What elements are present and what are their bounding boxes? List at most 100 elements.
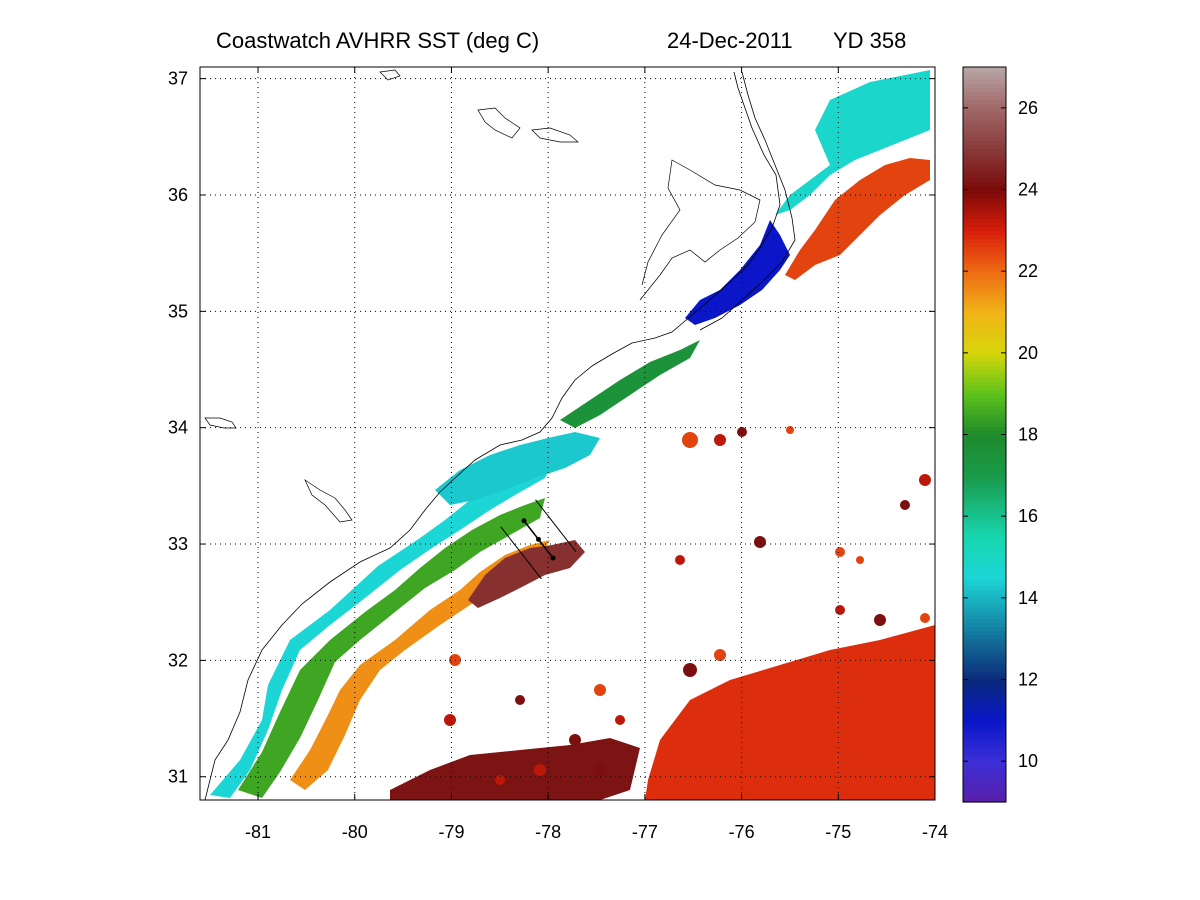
colorbar-slice [963, 606, 1006, 611]
colorbar-slice [963, 152, 1006, 158]
colorbar-slice [963, 287, 1006, 293]
colorbar-slice [963, 373, 1006, 378]
colorbar-slice [963, 446, 1006, 452]
colorbar-slice [963, 659, 1006, 664]
colorbar-slice [963, 401, 1006, 407]
colorbar-slice [963, 557, 1006, 562]
colorbar-slice [963, 520, 1006, 525]
map-title: Coastwatch AVHRR SST (deg C) 24-Dec-2011… [200, 28, 935, 58]
colorbar-slice [963, 234, 1006, 240]
colorbar-slice [963, 585, 1006, 591]
colorbar-slice [963, 87, 1006, 93]
transect-bound [535, 499, 577, 553]
colorbar-slice [963, 132, 1006, 138]
colorbar-slice [963, 634, 1006, 640]
xtick-label: -78 [535, 822, 561, 842]
colorbar-slice [963, 683, 1006, 689]
sst-region-onslow-bay [435, 432, 600, 505]
colorbar-slice [963, 765, 1006, 770]
colorbar-slice [963, 344, 1006, 350]
colorbar-slice [963, 405, 1006, 411]
longitude-ticks: -81 -80 -79 -78 -77 -76 -75 -74 [245, 67, 948, 842]
transect [500, 499, 577, 580]
colorbar-slice [963, 254, 1006, 260]
colorbar-slice [963, 169, 1006, 174]
sst-region-nearshore-ga-sc [210, 450, 560, 798]
colorbar-slice [963, 148, 1006, 154]
sst-patch [786, 426, 794, 434]
colorbar-label: 16 [1018, 506, 1038, 526]
colorbar-slice [963, 675, 1006, 681]
colorbar-slice [963, 793, 1006, 799]
colorbar-slice [963, 757, 1006, 762]
colorbar-slice [963, 201, 1006, 207]
xtick-label: -80 [342, 822, 368, 842]
sst-region-gulf-stream-hatteras [785, 158, 930, 280]
colorbar-slice [963, 107, 1006, 113]
colorbar-slice [963, 736, 1006, 742]
colorbar-slice [963, 487, 1006, 493]
colorbar-slice [963, 389, 1006, 395]
colorbar-slice [963, 732, 1006, 738]
colorbar-slice [963, 263, 1006, 268]
colorbar-slice [963, 552, 1006, 558]
colorbar-slice [963, 140, 1006, 146]
colorbar-label: 24 [1018, 180, 1038, 200]
xtick-label: -77 [632, 822, 658, 842]
colorbar-label: 10 [1018, 751, 1038, 771]
colorbar-slice [963, 193, 1006, 199]
inland-lake [379, 69, 401, 81]
colorbar-slice [963, 307, 1006, 313]
colorbar-slice [963, 728, 1006, 734]
sst-patch [835, 605, 845, 615]
colorbar-slice [963, 336, 1006, 342]
colorbar-slice [963, 124, 1006, 129]
colorbar-slice [963, 197, 1006, 203]
colorbar-slice [963, 393, 1006, 399]
colorbar-slice [963, 283, 1006, 289]
colorbar-slice [963, 753, 1006, 758]
colorbar-slice [963, 352, 1006, 358]
colorbar-slice [963, 242, 1006, 248]
transect-station [550, 555, 556, 561]
colorbar-slice [963, 410, 1006, 415]
colorbar-slice [963, 258, 1006, 264]
colorbar-slice [963, 471, 1006, 476]
colorbar-slice [963, 561, 1006, 566]
colorbar-slice [963, 95, 1006, 101]
colorbar-slice [963, 385, 1006, 391]
sst-patch [919, 474, 931, 486]
sst-patch [754, 536, 766, 548]
colorbar-slice [963, 238, 1006, 244]
transect-station [521, 518, 527, 524]
colorbar-slice [963, 638, 1006, 644]
sst-patch [714, 434, 726, 446]
sst-patch [874, 614, 886, 626]
colorbar-slice [963, 369, 1006, 374]
colorbar-slice [963, 91, 1006, 97]
colorbar-slice [963, 495, 1006, 501]
colorbar-slice [963, 67, 1006, 72]
colorbar-slice [963, 773, 1006, 779]
colorbar-slice [963, 214, 1006, 219]
ytick-label: 31 [168, 767, 188, 787]
colorbar-slice [963, 381, 1006, 387]
ytick-label: 35 [168, 301, 188, 321]
sst-patch [444, 714, 456, 726]
colorbar-slice [963, 646, 1006, 652]
colorbar-slice [963, 626, 1006, 632]
colorbar-slice [963, 414, 1006, 419]
colorbar-slice [963, 540, 1006, 546]
colorbar-slice [963, 291, 1006, 297]
colorbar-slice [963, 704, 1006, 709]
colorbar-slice [963, 165, 1006, 170]
colorbar-slice [963, 565, 1006, 570]
colorbar-slice [963, 544, 1006, 550]
colorbar-slice [963, 744, 1006, 750]
colorbar-slice [963, 761, 1006, 766]
colorbar-slice [963, 724, 1006, 730]
colorbar-slice [963, 422, 1006, 427]
colorbar-slice [963, 716, 1006, 721]
colorbar-label: 14 [1018, 588, 1038, 608]
colorbar-slice [963, 397, 1006, 403]
